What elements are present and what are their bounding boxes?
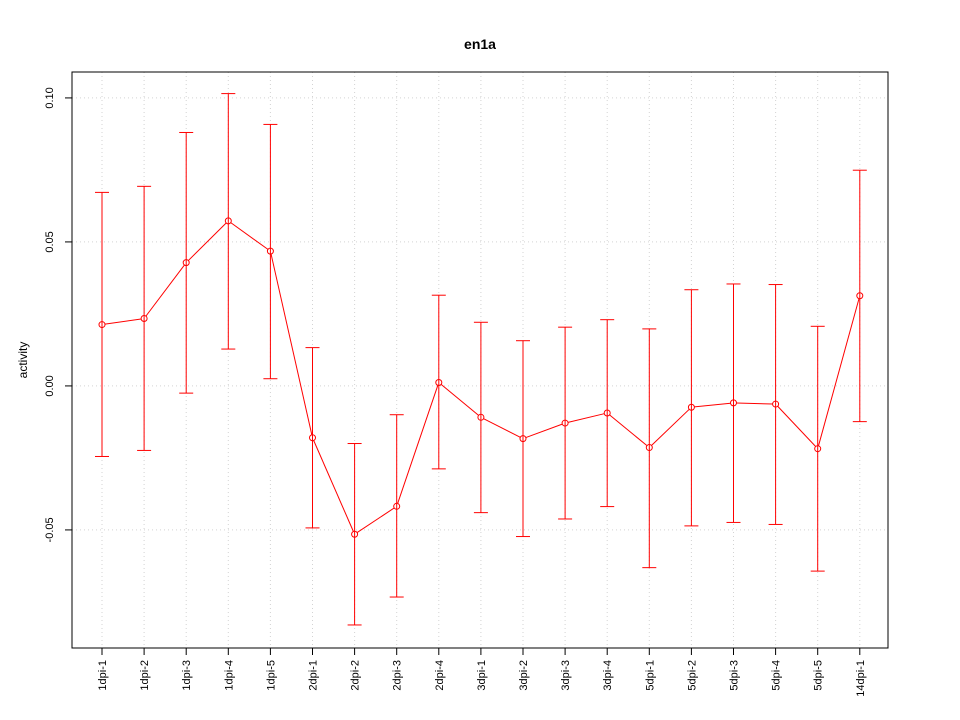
error-bar xyxy=(810,325,825,572)
series-line-segment xyxy=(694,402,731,408)
error-bar xyxy=(558,326,573,520)
y-tick-label: -0.05 xyxy=(44,517,56,542)
data-point xyxy=(393,502,401,510)
y-tick-label: 0.00 xyxy=(44,375,56,396)
error-bar xyxy=(347,443,362,626)
data-point xyxy=(182,259,190,267)
error-bar xyxy=(768,284,783,525)
error-bar xyxy=(473,321,488,514)
data-point xyxy=(603,409,611,417)
error-bar xyxy=(95,191,109,457)
data-point xyxy=(309,434,316,442)
error-bar xyxy=(389,414,404,598)
axes: -0.05 0.00 0.05 0.10 1dpi-1 1dpi-2 1dpi-3 1dpi-… xyxy=(44,87,867,696)
x-tick-label: 2dpi-2 xyxy=(350,660,362,691)
series-line-segment xyxy=(777,405,817,447)
data-point xyxy=(519,435,527,443)
x-tick-label: 1dpi-3 xyxy=(181,660,193,691)
y-tick-label: 0.05 xyxy=(44,231,56,252)
data-point xyxy=(814,445,822,453)
error-bar xyxy=(852,169,867,423)
x-tick-label: 1dpi-2 xyxy=(139,660,151,691)
series-line-segment xyxy=(609,414,648,447)
x-tick-label: 5dpi-4 xyxy=(771,660,783,691)
data-point xyxy=(645,444,653,452)
x-tick-label: 5dpi-3 xyxy=(729,660,741,691)
grid xyxy=(72,72,888,648)
y-axis-label: activity xyxy=(16,342,30,379)
data-point xyxy=(224,217,232,225)
data-point xyxy=(772,400,780,408)
error-bar xyxy=(726,283,741,523)
x-tick-label: 2dpi-3 xyxy=(392,660,404,691)
data-point xyxy=(856,292,864,300)
data-point xyxy=(730,399,737,407)
series-line-segment xyxy=(313,440,354,532)
x-tick-label: 3dpi-1 xyxy=(476,660,488,691)
series-line-segment xyxy=(818,298,860,446)
x-tick-label: 1dpi-5 xyxy=(265,660,277,691)
error-bar xyxy=(263,123,278,380)
data-point xyxy=(687,403,695,411)
x-tick-label: 5dpi-2 xyxy=(686,660,698,691)
plot-frame xyxy=(71,71,889,649)
plot-area xyxy=(95,93,867,626)
data-point xyxy=(140,315,148,323)
error-bar xyxy=(600,319,615,508)
series-line-segment xyxy=(104,318,142,325)
series-line-segment xyxy=(440,383,479,416)
error-bar xyxy=(137,185,152,451)
x-tick-label: 5dpi-1 xyxy=(644,660,656,691)
x-tick-label: 1dpi-4 xyxy=(223,660,235,691)
error-bar xyxy=(431,294,446,470)
data-point xyxy=(266,247,274,255)
x-tick-label: 14dpi-1 xyxy=(855,660,867,697)
error-bar xyxy=(684,289,699,527)
x-tick-label: 2dpi-1 xyxy=(308,660,320,691)
x-tick-label: 3dpi-2 xyxy=(518,660,530,691)
chart-title: en1a xyxy=(464,36,496,52)
series-line-segment xyxy=(483,418,521,438)
y-tick-label: 0.10 xyxy=(44,87,56,108)
series-line-segment xyxy=(567,413,605,423)
x-tick-label: 3dpi-3 xyxy=(560,660,572,691)
series-line-segment xyxy=(525,423,563,439)
series-line-segment xyxy=(187,222,227,261)
x-tick-label: 2dpi-4 xyxy=(434,660,446,691)
series-line-segment xyxy=(230,222,269,250)
series-line-segment xyxy=(736,402,773,405)
x-tick-label: 3dpi-4 xyxy=(602,660,614,691)
data-point xyxy=(98,321,106,329)
data-point xyxy=(351,530,359,538)
error-bar xyxy=(642,328,657,569)
series-line-segment xyxy=(356,507,395,533)
error-bar xyxy=(305,347,320,529)
x-tick-label: 5dpi-5 xyxy=(813,660,825,691)
series-line-segment xyxy=(651,408,690,446)
series-line-segment xyxy=(270,253,313,435)
data-point xyxy=(561,419,569,427)
error-bar xyxy=(516,340,530,538)
x-tick-label: 1dpi-1 xyxy=(97,660,109,691)
data-point xyxy=(435,378,443,386)
series-line-segment xyxy=(145,264,185,317)
data-point xyxy=(477,413,485,421)
error-bar xyxy=(179,131,194,394)
series-line-segment xyxy=(397,385,439,504)
error-bar xyxy=(221,93,236,350)
